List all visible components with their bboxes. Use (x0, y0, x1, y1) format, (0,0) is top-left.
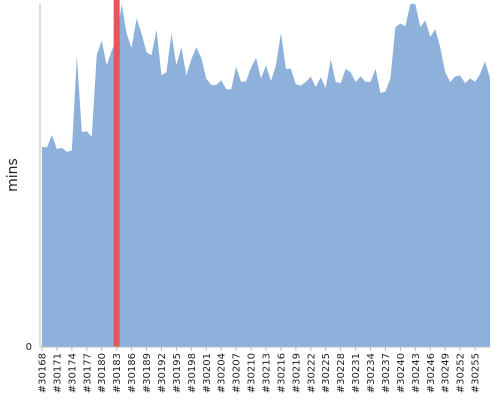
x-tick-label: #30237 (381, 353, 392, 393)
x-tick-label: #30231 (351, 353, 362, 393)
x-tick-label: #30189 (142, 353, 153, 393)
x-tick-label: #30183 (112, 353, 123, 393)
x-tick-label: #30240 (396, 353, 407, 393)
highlight-bar (113, 0, 120, 347)
x-tick-label: #30195 (172, 353, 183, 393)
x-tick-label: #30204 (217, 353, 228, 393)
y-tick-label: 0 (26, 342, 32, 353)
plot-area (39, 0, 490, 348)
series-area (42, 4, 490, 347)
x-tick-label: #30222 (306, 353, 317, 393)
x-tick-label: #30219 (291, 353, 302, 393)
x-tick-label: #30243 (411, 353, 422, 393)
x-tick-label: #30198 (187, 353, 198, 393)
x-tick-label: #30228 (336, 353, 347, 393)
x-axis-ticks: #30168 #30171 #30174 #30177 #30180 #30183 #301… (38, 347, 482, 393)
x-tick-label: #30171 (52, 353, 63, 393)
x-tick-label: #30174 (67, 353, 78, 393)
x-tick-label: #30255 (471, 353, 482, 393)
x-tick-label: #30177 (82, 353, 93, 393)
x-tick-label: #30249 (441, 353, 452, 393)
x-tick-label: #30207 (232, 353, 243, 393)
y-axis-title: mins (5, 158, 21, 192)
x-tick-label: #30180 (97, 353, 108, 393)
x-tick-label: #30216 (276, 353, 287, 393)
y-axis-ticks: 0 (26, 342, 32, 353)
x-tick-label: #30201 (202, 353, 213, 393)
x-tick-label: #30246 (426, 353, 437, 393)
x-tick-label: #30225 (321, 353, 332, 393)
x-tick-label: #30213 (262, 353, 273, 393)
x-tick-label: #30210 (247, 353, 258, 393)
x-tick-label: #30168 (38, 353, 49, 393)
x-tick-label: #30186 (127, 353, 138, 393)
x-tick-label: #30252 (456, 353, 467, 393)
x-tick-label: #30192 (157, 353, 168, 393)
x-tick-label: #30234 (366, 353, 377, 393)
